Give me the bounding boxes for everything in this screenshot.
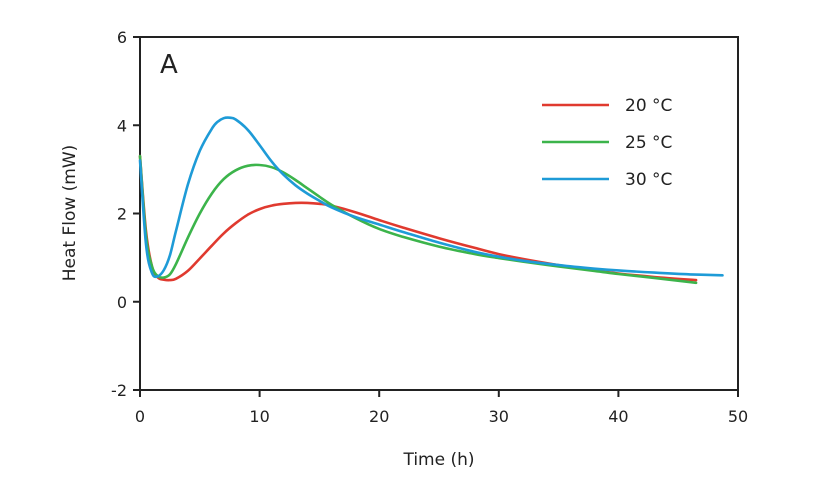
y-axis-label: Heat Flow (mW) (60, 145, 80, 282)
x-tick-label: 30 (489, 407, 509, 426)
y-tick-label: 2 (117, 205, 127, 224)
panel-label: A (160, 50, 178, 80)
legend-label-3: 30 °C (625, 170, 672, 190)
y-tick-label: 0 (117, 293, 127, 312)
x-tick-label: 0 (135, 407, 145, 426)
y-axis-ticks: -2 0 2 4 6 (111, 28, 140, 400)
y-tick-label: -2 (111, 381, 127, 400)
series-line-2 (138, 154, 698, 285)
series-line-3 (138, 116, 724, 279)
y-tick-label: 4 (117, 116, 127, 135)
series-line-1 (138, 154, 698, 282)
legend: 20 °C 25 °C 30 °C (542, 96, 672, 190)
x-axis-ticks: 0 10 20 30 40 50 (135, 390, 748, 426)
plot-frame (139, 36, 739, 391)
x-axis-label: Time (h) (402, 450, 474, 470)
y-tick-label: 6 (117, 28, 127, 47)
x-tick-label: 50 (728, 407, 748, 426)
legend-label-2: 25 °C (625, 133, 672, 153)
x-tick-label: 10 (249, 407, 269, 426)
x-tick-label: 40 (608, 407, 628, 426)
legend-label-1: 20 °C (625, 96, 672, 116)
x-tick-label: 20 (369, 407, 389, 426)
series-lines (138, 116, 724, 285)
